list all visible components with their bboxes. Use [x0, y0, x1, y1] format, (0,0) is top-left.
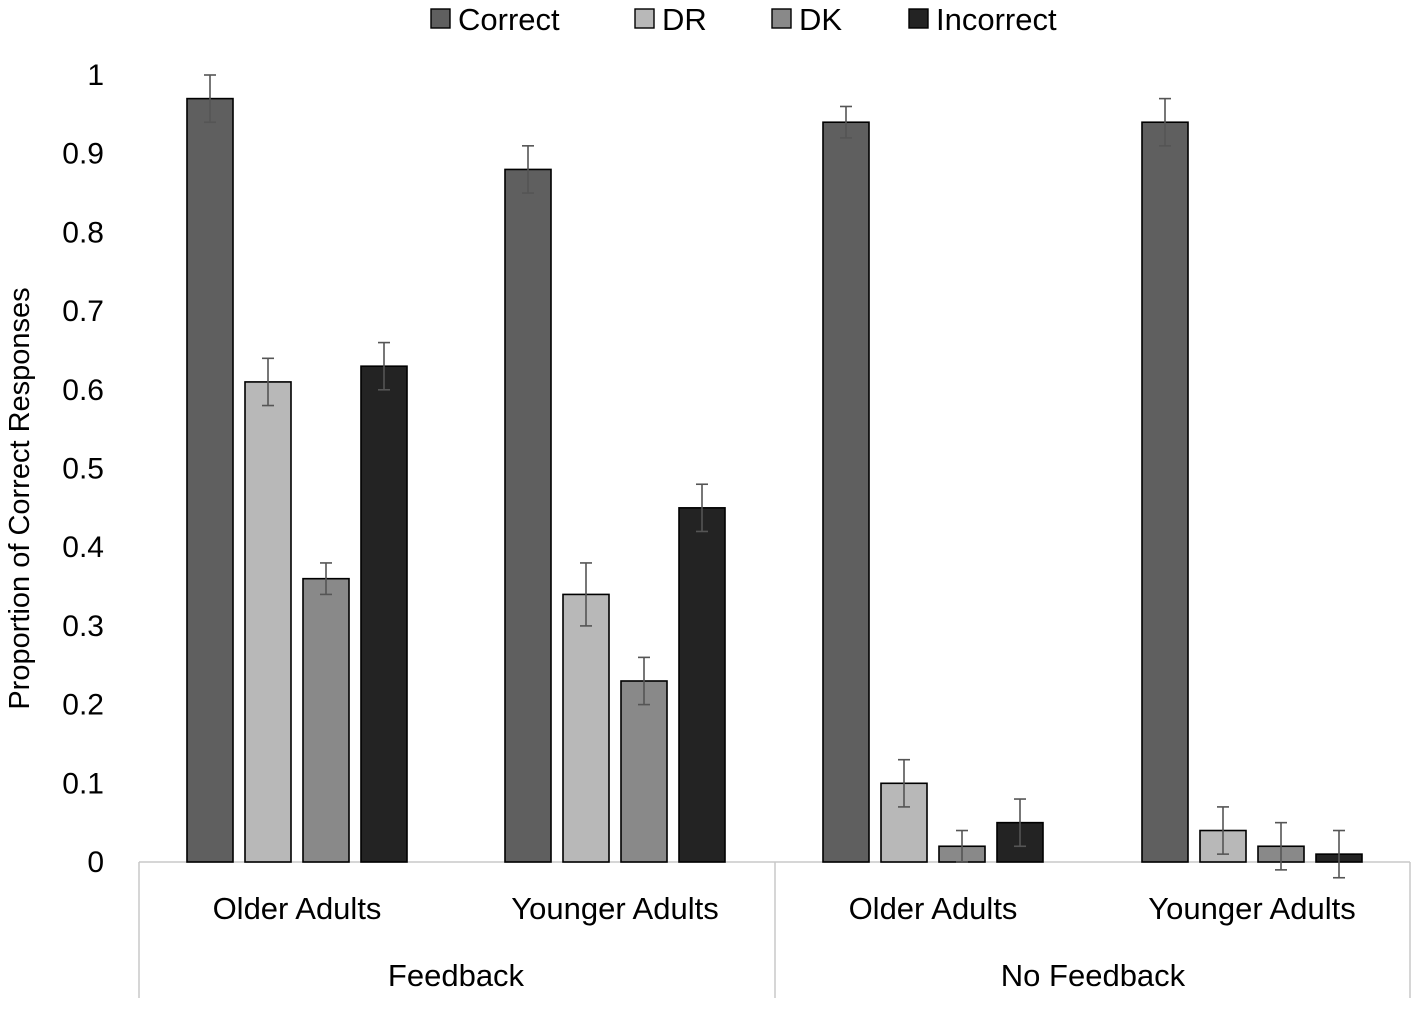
y-tick-label: 0.3	[62, 610, 104, 643]
bar-correct-1	[504, 168, 552, 863]
y-tick-label: 0.1	[62, 767, 104, 800]
bar-dr-0	[244, 381, 292, 863]
legend-swatch-incorrect	[908, 8, 929, 29]
bar-dk-0	[302, 577, 350, 863]
group-label: No Feedback	[1001, 958, 1186, 993]
bar-incorrect-1	[678, 507, 726, 863]
legend-label-dk: DK	[799, 2, 842, 37]
y-axis-label: Proportion of Correct Responses	[4, 287, 36, 709]
category-label: Younger Adults	[1148, 891, 1355, 926]
bar-correct-0	[186, 97, 234, 863]
category-label: Younger Adults	[511, 891, 718, 926]
y-tick-label: 0.9	[62, 138, 104, 171]
group-label: Feedback	[388, 958, 525, 993]
bar-correct-3	[1141, 121, 1189, 863]
y-tick-label: 0	[87, 846, 104, 879]
y-tick-label: 0.8	[62, 216, 104, 249]
legend-swatch-correct	[430, 8, 451, 29]
bar-dr-1	[562, 593, 610, 863]
legend-swatch-dk	[771, 8, 792, 29]
legend-label-incorrect: Incorrect	[936, 2, 1057, 37]
y-tick-label: 0.6	[62, 374, 104, 407]
category-label: Older Adults	[849, 891, 1018, 926]
category-label: Older Adults	[213, 891, 382, 926]
y-tick-label: 0.7	[62, 295, 104, 328]
legend-swatch-dr	[634, 8, 655, 29]
y-tick-label: 0.5	[62, 453, 104, 486]
bar-correct-2	[822, 121, 870, 863]
legend-label-dr: DR	[662, 2, 707, 37]
bar-dk-1	[620, 680, 668, 863]
y-tick-label: 0.2	[62, 689, 104, 722]
legend-label-correct: Correct	[458, 2, 560, 37]
bar-incorrect-0	[360, 365, 408, 863]
y-tick-label: 0.4	[62, 531, 104, 564]
y-tick-label: 1	[87, 59, 104, 92]
